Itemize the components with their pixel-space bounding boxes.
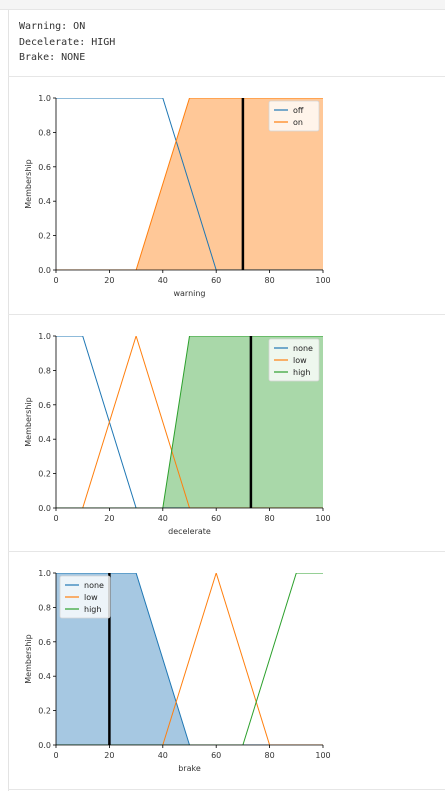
x-tick-label: 100 (315, 276, 330, 285)
y-axis-label: Membership (24, 159, 33, 208)
membership-fill (56, 336, 323, 508)
fuzzy-output-text: Warning: ON Decelerate: HIGH Brake: NONE (19, 19, 115, 66)
legend-label-on: on (293, 118, 303, 127)
y-tick-label: 1.0 (38, 94, 51, 103)
y-tick-label: 0.6 (38, 401, 51, 410)
x-tick-label: 20 (104, 751, 114, 760)
y-tick-label: 1.0 (38, 569, 51, 578)
x-tick-label: 0 (53, 514, 58, 523)
x-tick-label: 20 (104, 276, 114, 285)
legend-label-off: off (293, 106, 304, 115)
y-tick-label: 0.2 (38, 470, 51, 479)
y-tick-label: 0.0 (38, 504, 51, 513)
x-axis-label: brake (178, 764, 201, 773)
x-tick-label: 40 (158, 514, 168, 523)
x-tick-label: 100 (315, 514, 330, 523)
y-tick-label: 1.0 (38, 332, 51, 341)
x-tick-label: 0 (53, 751, 58, 760)
x-tick-label: 60 (211, 751, 221, 760)
decelerate-membership-chart: 0 20 40 60 80 100 0.0 0.2 0.4 0.6 0.8 1.0 decelerate… (18, 322, 338, 540)
x-tick-label: 0 (53, 276, 58, 285)
legend-box (59, 575, 111, 619)
previous-cell-output (0, 0, 445, 10)
legend-box (268, 338, 320, 382)
output-separator (8, 551, 445, 552)
y-tick-label: 0.0 (38, 741, 51, 750)
membership-fill (56, 573, 323, 745)
y-tick-label: 0.6 (38, 163, 51, 172)
output-separator (8, 76, 445, 77)
brake-status: Brake: NONE (19, 52, 86, 63)
cell-gutter (8, 10, 9, 791)
x-tick-label: 60 (211, 514, 221, 523)
y-tick-label: 0.4 (38, 197, 51, 206)
y-tick-label: 0.8 (38, 603, 51, 612)
series-line-off (56, 98, 323, 270)
legend-label-none: none (293, 344, 313, 353)
y-tick-label: 0.8 (38, 128, 51, 137)
series-line-high (56, 573, 323, 745)
legend-label-low: low (84, 593, 98, 602)
x-axis-label: decelerate (168, 527, 211, 536)
legend-label-none: none (84, 581, 104, 590)
x-tick-label: 20 (104, 514, 114, 523)
series-line-on (56, 98, 323, 270)
output-separator (8, 789, 445, 790)
warning-status: Warning: ON (19, 21, 86, 32)
y-tick-label: 0.8 (38, 366, 51, 375)
y-axis-label: Membership (24, 397, 33, 446)
x-tick-label: 80 (265, 276, 275, 285)
chart-legend: off on (268, 100, 320, 132)
legend-label-high: high (84, 605, 101, 614)
legend-label-high: high (293, 368, 310, 377)
x-tick-label: 40 (158, 276, 168, 285)
brake-membership-chart: 0 20 40 60 80 100 0.0 0.2 0.4 0.6 0.8 1.0 brake Membe… (18, 559, 338, 777)
y-tick-label: 0.2 (38, 707, 51, 716)
y-tick-label: 0.0 (38, 266, 51, 275)
x-tick-label: 100 (315, 751, 330, 760)
x-tick-label: 80 (265, 751, 275, 760)
chart-legend: none low high (268, 338, 320, 382)
y-tick-label: 0.4 (38, 672, 51, 681)
output-separator (8, 314, 445, 315)
legend-label-low: low (293, 356, 307, 365)
x-axis-label: warning (173, 289, 205, 298)
legend-box (268, 100, 320, 132)
y-tick-label: 0.4 (38, 435, 51, 444)
warning-membership-chart: 0 20 40 60 80 100 0.0 0.2 0.4 0.6 0.8 1.0 warning Mem… (18, 84, 338, 302)
x-tick-label: 80 (265, 514, 275, 523)
series-line-none (56, 573, 323, 745)
x-tick-label: 60 (211, 276, 221, 285)
decelerate-status: Decelerate: HIGH (19, 36, 116, 48)
series-line-high (56, 336, 323, 508)
chart-legend: none low high (59, 575, 111, 619)
y-axis-label: Membership (24, 634, 33, 683)
y-tick-label: 0.2 (38, 232, 51, 241)
x-tick-label: 40 (158, 751, 168, 760)
y-tick-label: 0.6 (38, 638, 51, 647)
